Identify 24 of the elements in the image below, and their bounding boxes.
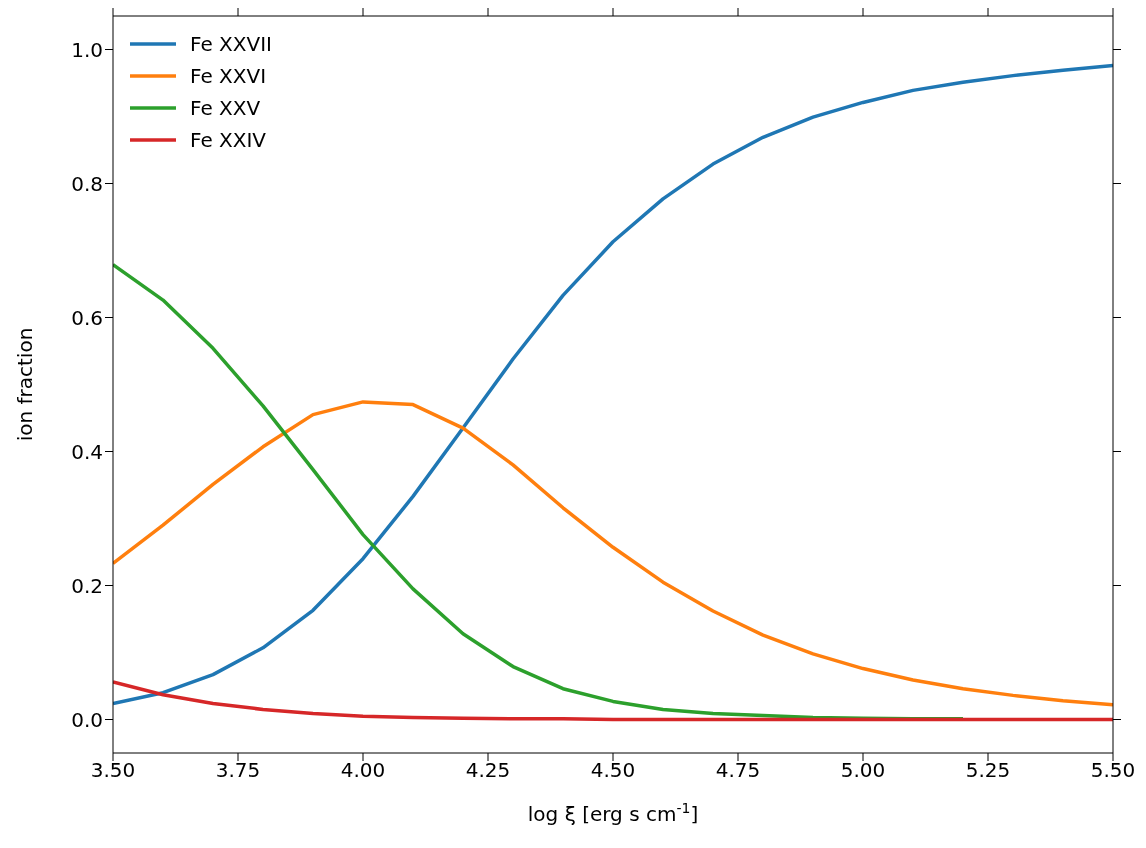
- y-tick-label: 0.4: [71, 439, 103, 464]
- x-tick-label: 3.75: [215, 758, 261, 783]
- x-axis-title: log ξ [erg s cm$^{-1}$]: [527, 800, 699, 826]
- y-tick-label: 1.0: [71, 37, 103, 62]
- legend-label: Fe XXVII: [190, 32, 272, 56]
- x-tick-label: 5.50: [1090, 758, 1136, 783]
- y-tick-label: 0.8: [71, 171, 103, 196]
- x-tick-label: 4.25: [465, 758, 511, 783]
- legend-label: Fe XXVI: [190, 64, 267, 88]
- x-tick-label: 5.25: [965, 758, 1011, 783]
- x-tick-label: 4.00: [340, 758, 386, 783]
- y-tick-label: 0.6: [71, 305, 103, 330]
- x-tick-label: 4.50: [590, 758, 636, 783]
- x-tick-label: 3.50: [90, 758, 136, 783]
- line-series: [113, 63, 1113, 706]
- x-tick-label: 4.75: [715, 758, 761, 783]
- line-series: [113, 680, 1113, 722]
- y-tick-label: 0.2: [71, 573, 103, 598]
- legend-label: Fe XXV: [190, 96, 261, 120]
- legend-label: Fe XXIV: [190, 128, 267, 152]
- x-tick-label: 5.00: [840, 758, 886, 783]
- y-tick-label: 0.0: [71, 707, 103, 732]
- y-axis-title: ion fraction: [13, 327, 38, 442]
- line-series: [113, 400, 1113, 707]
